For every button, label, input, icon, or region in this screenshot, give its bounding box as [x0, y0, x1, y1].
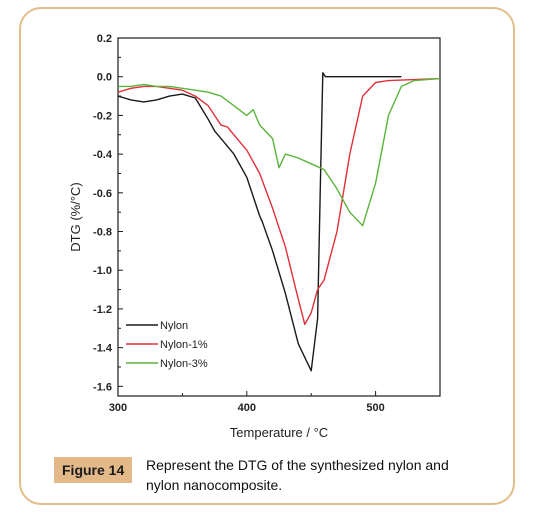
figure-card — [19, 7, 515, 505]
caption-text: Represent the DTG of the synthesized nyl… — [146, 457, 449, 493]
legend-label: Nylon-1% — [160, 339, 208, 351]
y-tick-label: -0.8 — [93, 227, 112, 239]
legend: Nylon Nylon-1% Nylon-3% — [126, 320, 208, 370]
legend-label: Nylon-3% — [160, 358, 208, 370]
series-line-nylon-1- — [117, 77, 441, 326]
x-tick-label: 400 — [238, 402, 256, 414]
axis-ticks: 0.2 0.0 -0.2 -0.4 -0.6 -0.8 -1.0 -1.2 -1.4 -1.6 30… — [93, 33, 385, 414]
y-tick-label: 0.0 — [97, 72, 112, 84]
x-tick-label: 300 — [109, 402, 127, 414]
y-tick-label: 0.2 — [97, 33, 112, 45]
plot-frame — [117, 37, 441, 397]
dtg-chart: 0.2 0.0 -0.2 -0.4 -0.6 -0.8 -1.0 -1.2 -1.4 -1.6 30… — [68, 33, 441, 440]
x-axis-title: Temperature / °C — [230, 425, 328, 440]
x-tick-label: 500 — [366, 402, 384, 414]
series-line-nylon — [117, 72, 402, 372]
series-line-nylon-3- — [118, 77, 441, 227]
y-tick-label: -0.2 — [93, 110, 112, 122]
y-tick-label: -1.2 — [93, 304, 112, 316]
figure-badge: Figure 14 — [54, 457, 133, 483]
y-tick-label: -1.4 — [93, 343, 113, 355]
legend-label: Nylon — [160, 320, 188, 332]
y-tick-label: -1.6 — [93, 381, 112, 393]
y-tick-label: -0.4 — [93, 149, 113, 161]
series-lines — [117, 72, 441, 372]
y-tick-label: -1.0 — [93, 265, 112, 277]
y-tick-label: -0.6 — [93, 188, 112, 200]
y-axis-title: DTG (%/°C) — [68, 182, 83, 251]
